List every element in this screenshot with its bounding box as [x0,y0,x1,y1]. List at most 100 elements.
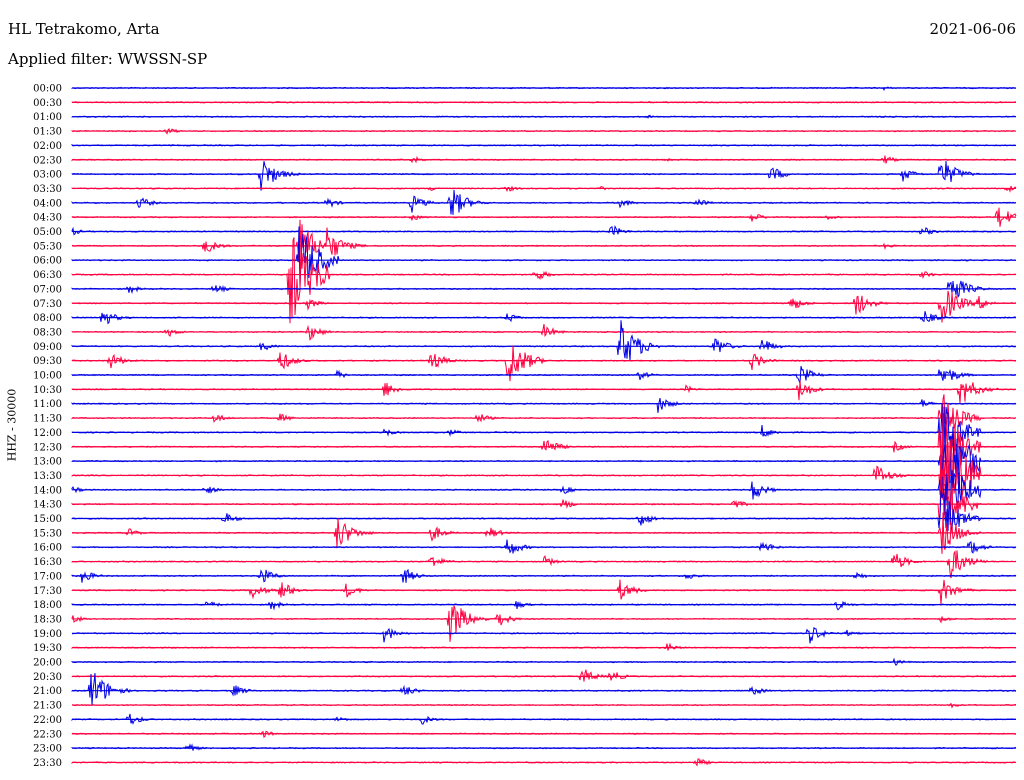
trace-row-0200: 02:00 [33,141,1017,152]
trace-row-0230: 02:30 [33,155,1017,166]
seismic-trace [71,669,1017,682]
trace-row-1600: 16:00 [33,539,1017,554]
time-tick-label: 08:00 [33,313,62,324]
time-tick-label: 05:00 [33,227,62,238]
trace-row-0930: 09:30 [33,345,1017,382]
time-tick-label: 19:00 [33,629,62,640]
time-tick-label: 15:00 [33,514,62,525]
time-tick-label: 03:00 [33,170,62,181]
seismic-trace [71,219,1017,263]
time-tick-label: 12:30 [33,442,62,453]
time-tick-label: 10:30 [33,385,62,396]
time-tick-label: 03:30 [33,184,62,195]
seismic-trace [71,403,1017,459]
time-tick-label: 22:00 [33,715,62,726]
time-tick-label: 05:30 [33,241,62,252]
trace-row-1330: 13:30 [33,432,1017,521]
trace-row-0700: 07:00 [33,280,1017,299]
trace-row-1430: 14:30 [33,469,1017,526]
time-tick-label: 09:00 [33,342,62,353]
trace-row-1900: 19:00 [33,626,1017,644]
trace-row-0000: 00:00 [33,84,1017,95]
trace-row-1930: 19:30 [33,642,1017,654]
trace-row-0830: 08:30 [33,324,1017,341]
time-tick-label: 23:00 [33,744,62,755]
time-tick-label: 06:30 [33,270,62,281]
trace-row-0600: 06:00 [33,226,1017,288]
trace-row-0430: 04:30 [33,207,1017,227]
trace-row-1130: 11:30 [33,394,1017,429]
seismic-trace [71,397,1017,413]
time-tick-label: 23:30 [33,758,62,769]
seismic-trace [71,470,1017,518]
time-tick-label: 14:30 [33,500,62,511]
time-tick-label: 20:00 [33,658,62,669]
seismic-trace [71,432,1017,521]
trace-row-0100: 01:00 [33,112,1017,123]
time-tick-label: 17:00 [33,571,62,582]
trace-row-2230: 22:30 [33,729,1017,740]
time-tick-label: 10:00 [33,371,62,382]
time-tick-label: 13:30 [33,471,62,482]
time-tick-label: 12:00 [33,428,62,439]
date-label: 2021-06-06 [929,20,1016,38]
trace-row-1230: 12:30 [33,413,1017,486]
time-tick-label: 02:30 [33,155,62,166]
seismic-trace [71,469,1017,526]
time-tick-label: 17:30 [33,586,62,597]
seismic-trace [71,642,1017,651]
seismic-trace [71,549,1017,579]
seismic-trace [71,226,1017,288]
time-tick-label: 00:30 [33,98,62,109]
time-tick-label: 07:00 [33,284,62,295]
time-tick-label: 15:30 [33,528,62,539]
time-tick-label: 04:00 [33,198,62,209]
trace-row-1100: 11:00 [33,397,1017,413]
trace-row-1630: 16:30 [33,549,1017,579]
station-title: HL Tetrakomo, Arta [8,20,160,38]
time-tick-label: 19:30 [33,643,62,654]
time-tick-label: 07:30 [33,299,62,310]
seismic-trace [71,237,1017,324]
time-tick-label: 11:00 [33,399,62,410]
time-tick-label: 09:30 [33,356,62,367]
seismic-trace [71,394,1017,429]
trace-row-1800: 18:00 [33,600,1017,611]
trace-row-1500: 15:00 [33,490,1017,533]
seismic-trace [71,579,1017,605]
trace-row-0330: 03:30 [33,184,1017,195]
time-tick-label: 11:30 [33,414,62,425]
trace-row-0800: 08:00 [33,311,1017,325]
time-tick-label: 00:00 [33,84,62,95]
seismic-trace [71,600,1017,611]
trace-row-1200: 12:00 [33,403,1017,459]
time-tick-label: 21:30 [33,701,62,712]
trace-row-2200: 22:00 [33,713,1017,726]
filter-label: Applied filter: WWSSN-SP [8,50,208,68]
time-tick-label: 18:00 [33,600,62,611]
trace-row-1730: 17:30 [33,579,1017,605]
trace-row-2030: 20:30 [33,669,1017,683]
time-tick-label: 16:30 [33,557,62,568]
trace-row-2000: 20:00 [33,657,1017,669]
time-tick-label: 01:00 [33,112,62,123]
time-tick-label: 21:00 [33,686,62,697]
trace-row-1030: 10:30 [33,380,1017,404]
trace-row-0400: 04:00 [33,189,1017,215]
time-tick-label: 22:30 [33,729,62,740]
seismic-trace [71,490,1017,533]
trace-row-1530: 15:30 [33,512,1017,554]
trace-row-0900: 09:00 [33,320,1017,361]
time-tick-label: 02:00 [33,141,62,152]
trace-row-0500: 05:00 [33,225,1017,238]
trace-row-0530: 05:30 [33,219,1017,263]
seismic-trace [71,380,1017,404]
time-tick-label: 01:30 [33,127,62,138]
seismic-trace [71,225,1017,236]
time-tick-label: 14:00 [33,485,62,496]
time-tick-label: 20:30 [33,672,62,683]
trace-row-0730: 07:30 [33,290,1017,323]
time-tick-label: 16:00 [33,543,62,554]
seismic-trace [71,160,1017,191]
